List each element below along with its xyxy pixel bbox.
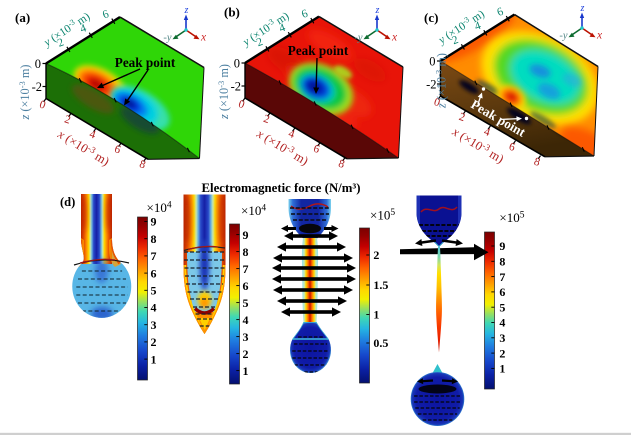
svg-text:1: 1 [243,364,249,378]
svg-text:×104: ×104 [147,200,172,215]
svg-text:6: 6 [507,141,516,154]
svg-text:5: 5 [151,284,157,298]
svg-text:2: 2 [457,111,466,124]
svg-text:4: 4 [151,301,157,315]
svg-text:0.5: 0.5 [373,336,388,350]
svg-text:1: 1 [499,362,505,376]
svg-text:0: 0 [234,57,240,71]
svg-text:2: 2 [255,36,265,49]
svg-text:z (×10-3 m): z (×10-3 m) [434,53,449,109]
svg-text:6: 6 [101,8,111,21]
svg-text:6: 6 [113,143,122,156]
svg-text:4: 4 [499,316,505,330]
svg-text:-2: -2 [231,80,241,94]
svg-text:2: 2 [63,113,72,126]
svg-text:1.5: 1.5 [373,278,388,292]
svg-text:4: 4 [482,126,491,139]
svg-text:0: 0 [38,99,47,112]
svg-text:×104: ×104 [241,203,266,218]
svg-text:Peak point: Peak point [115,55,176,70]
svg-text:2: 2 [56,36,66,49]
svg-text:8: 8 [151,232,157,246]
svg-text:4: 4 [473,20,483,33]
svg-text:4: 4 [243,313,249,327]
svg-text:2: 2 [373,248,379,262]
svg-text:9: 9 [243,228,249,242]
svg-text:1: 1 [373,308,379,322]
svg-text:(d): (d) [60,195,75,209]
svg-text:8: 8 [243,245,249,259]
svg-text:5: 5 [499,300,505,314]
svg-text:2: 2 [499,346,505,360]
svg-text:Peak point: Peak point [288,43,349,58]
svg-text:2: 2 [451,34,461,47]
svg-text:6: 6 [312,143,321,156]
svg-text:z (×10-3 m): z (×10-3 m) [17,64,32,120]
svg-text:0: 0 [432,96,441,109]
svg-text:4: 4 [287,128,296,141]
svg-text:8: 8 [532,156,541,169]
svg-text:7: 7 [151,249,157,263]
svg-text:0: 0 [429,55,435,69]
svg-text:9: 9 [151,215,157,229]
svg-text:4: 4 [79,22,89,35]
svg-text:6: 6 [243,279,249,293]
svg-text:5: 5 [243,296,249,310]
svg-text:3: 3 [151,318,157,332]
svg-text:9: 9 [499,239,505,253]
svg-text:6: 6 [496,6,506,19]
svg-text:-2: -2 [426,78,436,92]
svg-text:(c): (c) [424,10,438,25]
svg-text:-2: -2 [32,80,42,94]
svg-text:7: 7 [499,270,505,284]
svg-text:×105: ×105 [499,210,524,225]
svg-text:×105: ×105 [370,208,395,223]
svg-text:0: 0 [237,98,246,111]
svg-text:4: 4 [88,128,97,141]
svg-text:6: 6 [300,8,310,21]
svg-text:8: 8 [337,158,346,171]
svg-text:7: 7 [243,262,249,276]
svg-text:(a): (a) [15,10,30,25]
svg-text:3: 3 [243,330,249,344]
svg-text:8: 8 [499,255,505,269]
svg-text:1: 1 [151,352,157,366]
svg-text:(b): (b) [224,5,240,20]
svg-text:0: 0 [35,57,41,71]
svg-text:2: 2 [262,113,271,126]
svg-text:4: 4 [278,22,288,35]
svg-text:2: 2 [243,347,249,361]
svg-text:3: 3 [499,331,505,345]
svg-text:8: 8 [138,158,147,171]
svg-text:2: 2 [151,335,157,349]
svg-text:z (×10-3 m): z (×10-3 m) [216,64,231,120]
svg-text:6: 6 [151,266,157,280]
svg-text:Electromagnetic force (N/m³): Electromagnetic force (N/m³) [202,181,361,195]
svg-text:6: 6 [499,285,505,299]
